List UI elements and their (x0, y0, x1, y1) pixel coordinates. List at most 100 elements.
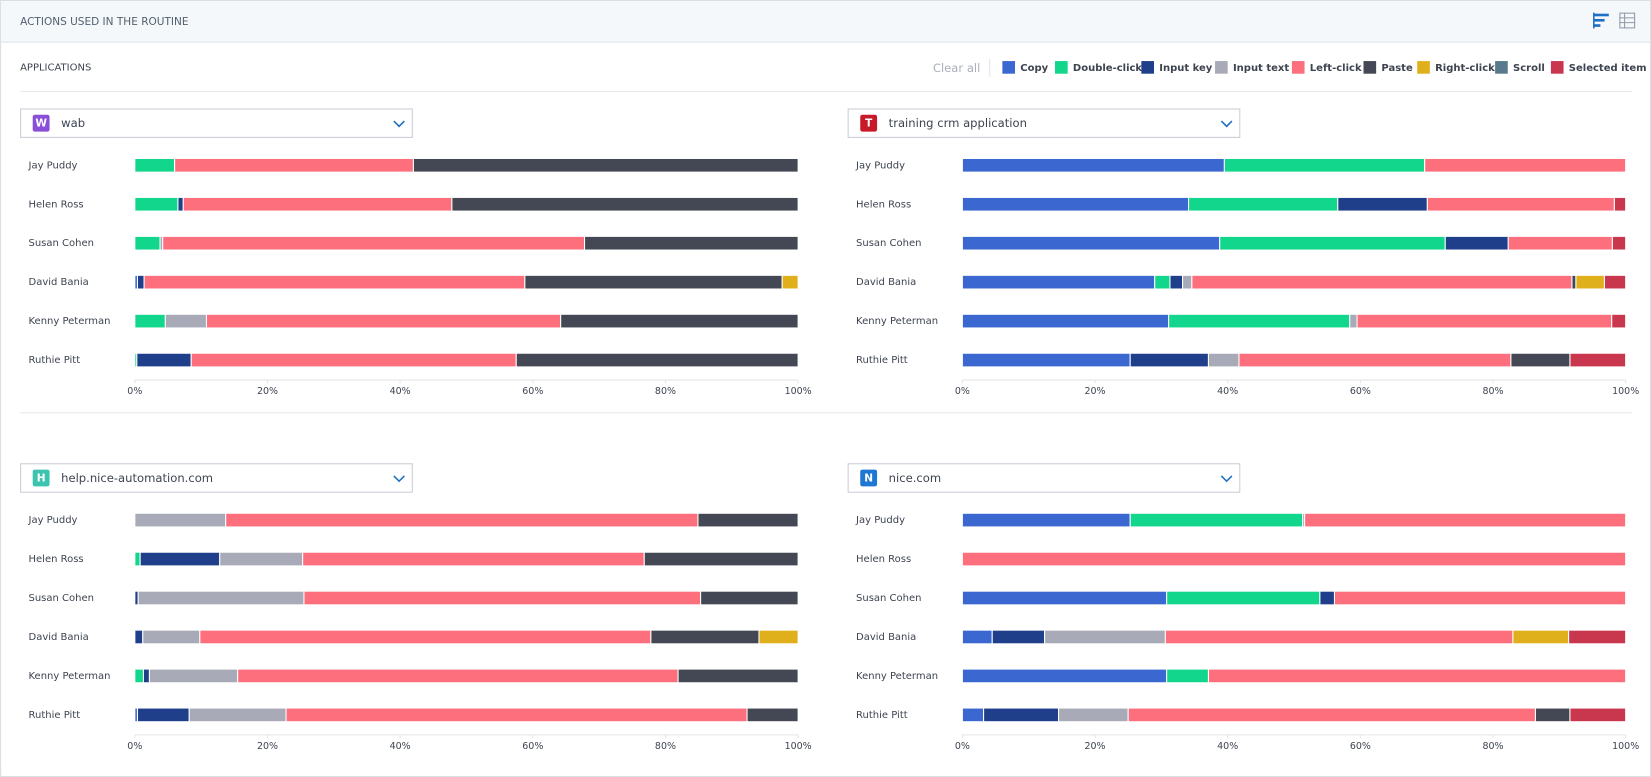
dropdown-box (847, 108, 1241, 138)
bar-segment: Left-click (1507, 235, 1613, 251)
legend-swatch (1002, 61, 1016, 74)
category-label: Jay Puddy (27, 515, 77, 526)
bar-segment: Paste (1571, 274, 1577, 290)
bar-segment: Input key (1129, 352, 1209, 368)
bar-segment: Copy (961, 590, 1168, 606)
bar-segment: Input key (139, 551, 221, 567)
dropdown-chevron (1220, 120, 1233, 128)
x-tick-label: 20% (1085, 386, 1106, 397)
app-name: nice.com (889, 471, 941, 485)
bar-segment: Selected item (1613, 196, 1627, 212)
category-label: Kenny Peterman (28, 671, 110, 682)
legend-swatch (1550, 61, 1564, 74)
bar-segment: Paste (524, 274, 783, 290)
bar-segment: Paste (515, 352, 799, 368)
legend-item[interactable]: Copy (1002, 61, 1049, 74)
bar-segment: Left-click (225, 512, 699, 528)
legend-swatch (1141, 61, 1154, 74)
legend-label: Paste (1381, 63, 1413, 74)
bar-segment: Copy (961, 707, 985, 723)
category-label: Susan Cohen (856, 238, 921, 249)
bar-segment: Left-click (303, 590, 702, 606)
app-icon (860, 469, 878, 487)
clear-all-button[interactable]: Clear all (933, 61, 981, 75)
app-icon-letter: H (37, 473, 46, 485)
bar-segment: Left-click (205, 313, 562, 329)
bar-segment: Input key (136, 707, 190, 723)
header-bar (1, 1, 1650, 43)
app-name: help.nice-automation.com (61, 471, 213, 485)
bar-segment: Double-click (1188, 196, 1339, 212)
legend-item[interactable]: Right-click (1417, 61, 1495, 74)
bar-segment: Double-click (1166, 668, 1209, 684)
bar-segment: Left-click (285, 707, 748, 723)
bar-segment: Selected item (1569, 707, 1627, 723)
dropdown-box (20, 463, 413, 493)
legend-swatch (1215, 61, 1228, 74)
dropdown-chevron (1220, 475, 1233, 483)
bar-segment: Right-click (781, 274, 799, 290)
bar-segment: Copy (961, 274, 1156, 290)
legend-item[interactable]: Paste (1363, 61, 1413, 74)
bar-segment: Input text (1207, 352, 1240, 368)
legend-item[interactable]: Input text (1215, 61, 1289, 74)
view-chart-button[interactable] (1593, 12, 1609, 29)
x-tick-label: 100% (1612, 386, 1639, 397)
x-tick-label: 100% (785, 741, 812, 752)
bar-segment: Input text (1349, 313, 1358, 329)
app-name: training crm application (889, 116, 1027, 130)
view-table-button[interactable] (1619, 12, 1636, 29)
bar-segment: Left-click (1333, 590, 1627, 606)
legend-item[interactable]: Scroll (1495, 61, 1545, 74)
bar-segment: Input text (134, 512, 227, 528)
bar-segment: Left-click (1164, 629, 1514, 645)
legend-swatch (1363, 61, 1377, 74)
bar-segment: Left-click (162, 235, 586, 251)
bar-segment: Copy (961, 629, 993, 645)
bar-segment: Double-click (134, 551, 141, 567)
category-label: Ruthie Pitt (28, 710, 80, 721)
bar-segment: Paste (1510, 352, 1571, 368)
bar-segment: Left-click (1127, 707, 1536, 723)
bar-segment: Left-click (237, 668, 679, 684)
bar-segment: Copy (961, 196, 1190, 212)
dropdown-chevron (393, 120, 405, 128)
x-tick-label: 40% (1217, 741, 1238, 752)
bar-segment: Left-click (1191, 274, 1573, 290)
x-tick-label: 60% (522, 741, 543, 752)
bar-segment: Paste (677, 668, 799, 684)
category-label: Helen Ross (856, 199, 911, 210)
legend-label: Input text (1233, 63, 1289, 74)
legend-item[interactable]: Selected item (1550, 61, 1647, 74)
legend-swatch (1417, 61, 1430, 74)
bar-segment: Input key (991, 629, 1046, 645)
bar-segment: Paste (412, 157, 799, 173)
legend-item[interactable]: Input key (1141, 61, 1213, 74)
app-icon (32, 114, 50, 132)
bar-segment: Double-click (1129, 512, 1304, 528)
x-tick-label: 80% (1482, 741, 1503, 752)
bar-segment: Selected item (1569, 352, 1627, 368)
x-tick-label: 80% (655, 741, 676, 752)
legend-item[interactable]: Double-click (1055, 61, 1142, 74)
bar-segment: Input key (134, 629, 144, 645)
app-name: wab (61, 116, 85, 130)
bar-segment: Copy (961, 668, 1168, 684)
bar-segment: Copy (961, 157, 1225, 173)
bar-segment: Copy (961, 352, 1131, 368)
x-tick-label: 0% (955, 386, 970, 397)
bar-segment: Paste (560, 313, 799, 329)
bar-segment: Left-click (1356, 313, 1613, 329)
bar-segment: Left-click (199, 629, 652, 645)
app-icon-letter: T (865, 118, 873, 130)
legend-label: Right-click (1435, 63, 1495, 74)
category-label: Jay Puddy (27, 160, 77, 171)
legend-item[interactable]: Left-click (1291, 61, 1362, 74)
bar-segment: Double-click (134, 235, 161, 251)
bar-segment: Input text (137, 590, 305, 606)
